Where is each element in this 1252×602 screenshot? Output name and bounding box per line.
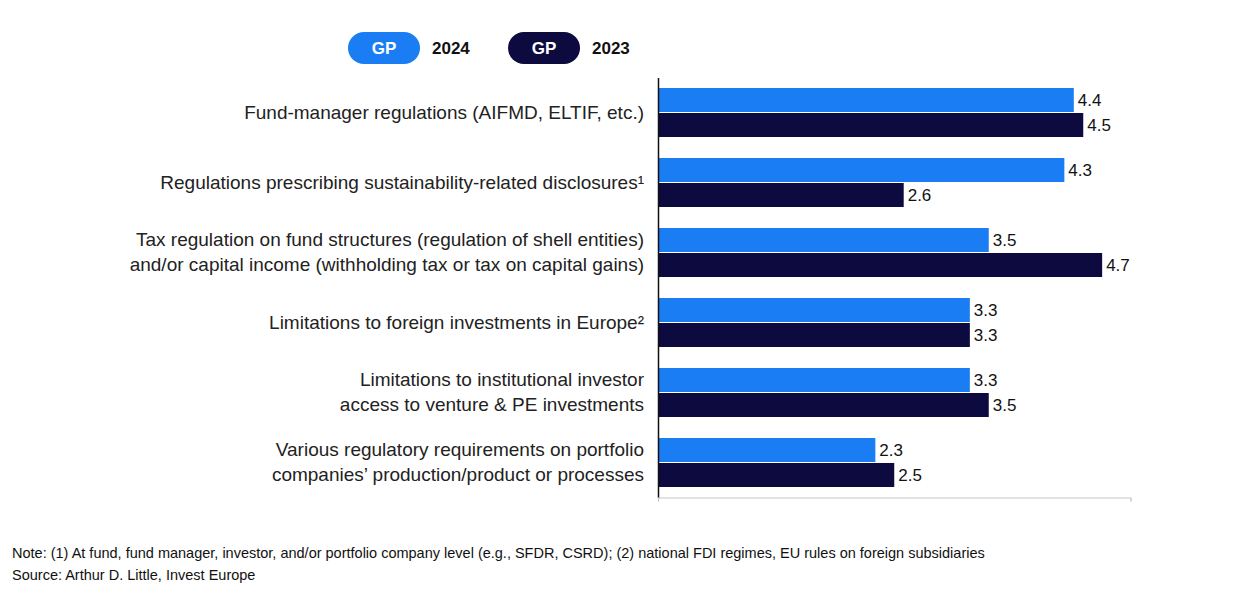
category-label-line: Various regulatory requirements on portf… bbox=[276, 439, 644, 460]
bar bbox=[658, 88, 1074, 112]
data-label: 4.3 bbox=[1068, 161, 1092, 180]
category-label: Tax regulation on fund structures (regul… bbox=[130, 229, 644, 275]
bar bbox=[658, 298, 970, 322]
bar bbox=[658, 393, 989, 417]
bar bbox=[658, 183, 904, 207]
legend-item: GP 2023 bbox=[508, 32, 630, 64]
legend-swatch bbox=[348, 32, 420, 64]
y-axis-line bbox=[658, 78, 660, 498]
category-label-line: Regulations prescribing sustainability-r… bbox=[160, 172, 644, 193]
bars bbox=[658, 88, 1102, 487]
source: Source: Arthur D. Little, Invest Europe bbox=[12, 567, 255, 583]
data-label: 2.5 bbox=[898, 466, 922, 485]
legend-badge: GP bbox=[372, 39, 397, 58]
category-label-line: Limitations to institutional investor bbox=[360, 369, 645, 390]
tick bbox=[1131, 498, 1132, 502]
tick: Limitations to institutional investor acc… bbox=[340, 369, 658, 415]
data-label: 4.7 bbox=[1106, 256, 1130, 275]
tick: Limitations to foreign investments in Eu… bbox=[269, 312, 658, 333]
bar bbox=[658, 438, 875, 462]
legend: GP 2024 GP 2023 bbox=[348, 32, 630, 64]
tick: Regulations prescribing sustainability-r… bbox=[160, 172, 658, 193]
data-label: 4.5 bbox=[1087, 116, 1111, 135]
bar bbox=[658, 253, 1102, 277]
bar bbox=[658, 463, 894, 487]
tick: Fund-manager regulations (AIFMD, ELTIF, … bbox=[244, 102, 658, 123]
tick-mark bbox=[1131, 498, 1132, 502]
category-label-line: access to venture & PE investments bbox=[340, 394, 644, 415]
category-label-line: Tax regulation on fund structures (regul… bbox=[136, 229, 644, 250]
bar bbox=[658, 323, 970, 347]
bar bbox=[658, 368, 970, 392]
note: Note: (1) At fund, fund manager, investo… bbox=[12, 545, 985, 561]
chart: GP 2024 GP 2023 4.4 4.3 3.5 3.3 3.3 2.3 4.5 2.6 4.7 3… bbox=[0, 0, 1252, 602]
data-labels: 4.4 4.3 3.5 3.3 3.3 2.3 4.5 2.6 4.7 3.3 3.5 2.5 bbox=[879, 91, 1129, 485]
legend-label: 2024 bbox=[432, 39, 470, 58]
category-label: Fund-manager regulations (AIFMD, ELTIF, … bbox=[244, 102, 644, 123]
category-label-line: Limitations to foreign investments in Eu… bbox=[269, 312, 644, 333]
legend-item: GP 2024 bbox=[348, 32, 470, 64]
category-label: Limitations to foreign investments in Eu… bbox=[269, 312, 644, 333]
notes: Note: (1) At fund, fund manager, investo… bbox=[12, 545, 985, 583]
category-label: Regulations prescribing sustainability-r… bbox=[160, 172, 644, 193]
tick: Various regulatory requirements on portf… bbox=[272, 439, 658, 485]
data-label: 2.3 bbox=[879, 441, 903, 460]
category-label: Limitations to institutional investor acc… bbox=[340, 369, 645, 415]
data-label: 3.5 bbox=[993, 231, 1017, 250]
tick bbox=[658, 498, 659, 502]
x-axis bbox=[659, 498, 1132, 502]
bar bbox=[658, 228, 989, 252]
legend-swatch bbox=[508, 32, 580, 64]
bar bbox=[658, 113, 1083, 137]
data-label: 3.3 bbox=[974, 301, 998, 320]
category-label-line: Fund-manager regulations (AIFMD, ELTIF, … bbox=[244, 102, 644, 123]
tick: Tax regulation on fund structures (regul… bbox=[130, 229, 658, 275]
data-label: 4.4 bbox=[1078, 91, 1102, 110]
legend-badge: GP bbox=[532, 39, 557, 58]
y-axis: Fund-manager regulations (AIFMD, ELTIF, … bbox=[130, 78, 659, 498]
data-label: 3.5 bbox=[993, 396, 1017, 415]
bar bbox=[658, 158, 1064, 182]
x-axis-line bbox=[659, 498, 1132, 502]
data-label: 2.6 bbox=[908, 186, 932, 205]
tick-mark bbox=[658, 498, 659, 502]
category-label: Various regulatory requirements on portf… bbox=[272, 439, 644, 485]
data-label: 3.3 bbox=[974, 326, 998, 345]
legend-label: 2023 bbox=[592, 39, 630, 58]
category-label-line: and/or capital income (withholding tax o… bbox=[130, 254, 644, 275]
data-label: 3.3 bbox=[974, 371, 998, 390]
category-label-line: companies’ production/product or process… bbox=[272, 464, 644, 485]
